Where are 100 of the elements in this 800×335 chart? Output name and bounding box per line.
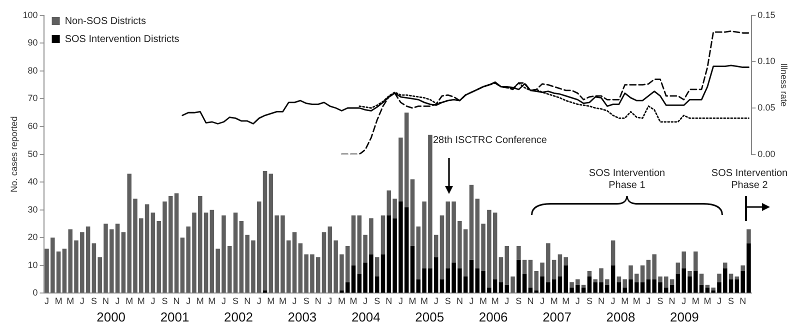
x-tick-label: M — [408, 296, 416, 306]
x-tick-label: N — [456, 296, 463, 306]
bar — [746, 229, 751, 244]
x-tick-label: N — [244, 296, 251, 306]
x-tick-label: M — [562, 296, 570, 306]
bar — [694, 252, 698, 271]
x-tick-label: N — [173, 296, 180, 306]
x-tick-label: S — [90, 296, 97, 306]
x2-tick-label: 2007 — [542, 309, 572, 324]
x-tick-label: M — [704, 296, 712, 306]
x2-tick-label: 2000 — [96, 309, 126, 324]
x-tick-label: J — [150, 296, 156, 306]
y2-tick-label: 0.05 — [758, 102, 776, 112]
bar — [717, 274, 722, 282]
x-tick-label: M — [267, 296, 275, 306]
x-tick-label: M — [196, 296, 204, 306]
x-tick-label: S — [657, 296, 664, 306]
bar — [410, 246, 415, 293]
y-tick-label: 80 — [28, 65, 38, 76]
y-tick-label: 40 — [28, 176, 38, 187]
legend-label: SOS Intervention Districts — [64, 34, 180, 45]
y2-tick-label: 0.15 — [758, 10, 776, 20]
legend-label: Non-SOS Districts — [64, 16, 146, 27]
x-tick-label: M — [350, 296, 358, 306]
bar — [723, 262, 728, 268]
x-tick-label: J — [221, 296, 226, 306]
x-tick-label: M — [278, 296, 286, 306]
x-tick-label: M — [338, 296, 346, 306]
bar — [380, 254, 386, 293]
x-tick-label: J — [80, 296, 84, 306]
x-tick-label: J — [256, 296, 262, 306]
y-tick-label: 100 — [22, 10, 38, 20]
x-tick-label: J — [44, 296, 50, 306]
y-tick-label: 60 — [28, 121, 38, 132]
x-tick-label: S — [516, 296, 522, 306]
x-tick-label: M — [491, 296, 499, 306]
y-tick-label: 70 — [28, 93, 38, 104]
bar — [688, 270, 692, 277]
x-tick-label: J — [292, 296, 297, 306]
x-tick-label: S — [232, 296, 239, 306]
x-tick-label: J — [328, 296, 332, 306]
x-tick-label: J — [575, 296, 580, 306]
bar — [374, 257, 380, 277]
x-tick-label: M — [66, 296, 74, 306]
y-tick-label: 20 — [28, 232, 38, 242]
x-tick-label: J — [610, 296, 616, 306]
bar — [351, 265, 356, 293]
bar — [711, 288, 716, 290]
x2-tick-label: 2001 — [160, 309, 190, 324]
x-tick-label: J — [434, 296, 438, 306]
x2-tick-label: 2006 — [478, 309, 508, 324]
x-tick-label: N — [386, 296, 392, 306]
x2-tick-label: 2009 — [670, 309, 699, 324]
x-tick-label: M — [420, 296, 428, 306]
x-tick-label: S — [444, 296, 451, 306]
x-tick-label: M — [632, 296, 640, 306]
bar — [516, 246, 521, 260]
y-tick-label: 30 — [28, 204, 38, 214]
bar — [699, 274, 704, 285]
bar — [610, 240, 616, 266]
x-tick-label: M — [692, 296, 700, 306]
x-tick-label: N — [740, 296, 746, 306]
y-tick-label: 50 — [28, 148, 38, 159]
bar — [469, 184, 474, 260]
x-tick-label: N — [527, 296, 534, 306]
x-tick-label: J — [646, 296, 651, 306]
x-tick-label: M — [137, 296, 145, 306]
bar — [440, 279, 444, 293]
x2-tick-label: 2002 — [224, 309, 253, 324]
x2-tick-label: 2003 — [288, 309, 317, 324]
bar — [410, 179, 415, 246]
bar — [380, 215, 386, 254]
bar — [440, 215, 444, 280]
x2-tick-label: 2004 — [351, 309, 380, 324]
bar — [728, 274, 734, 280]
x-tick-label: S — [162, 296, 168, 306]
x-tick-label: J — [186, 296, 191, 306]
bar — [322, 232, 326, 293]
x-tick-label: J — [398, 296, 403, 306]
annotation: SOS Intervention Phase 2 — [710, 168, 789, 192]
bar — [740, 265, 745, 271]
x-tick-label: J — [469, 296, 474, 306]
x-tick-label: M — [208, 296, 216, 306]
x-tick-label: N — [668, 296, 676, 306]
y2-tick-label: 0.00 — [758, 148, 776, 159]
x-tick-label: M — [550, 296, 558, 306]
bar — [587, 270, 592, 277]
bar — [469, 260, 474, 293]
x-tick-label: M — [480, 296, 488, 306]
y-tick-label: 10 — [28, 260, 38, 270]
x-tick-label: J — [115, 296, 120, 306]
x-tick-label: S — [374, 296, 380, 306]
x-tick-label: J — [682, 296, 686, 306]
y2-axis-title: Illness rate — [779, 63, 790, 107]
x2-tick-label: 2005 — [415, 309, 444, 324]
x-tick-label: J — [504, 296, 510, 306]
x-tick-label: N — [314, 296, 322, 306]
x-tick-label: M — [126, 296, 134, 306]
x-tick-label: J — [363, 296, 368, 306]
x-tick-label: N — [102, 296, 110, 306]
